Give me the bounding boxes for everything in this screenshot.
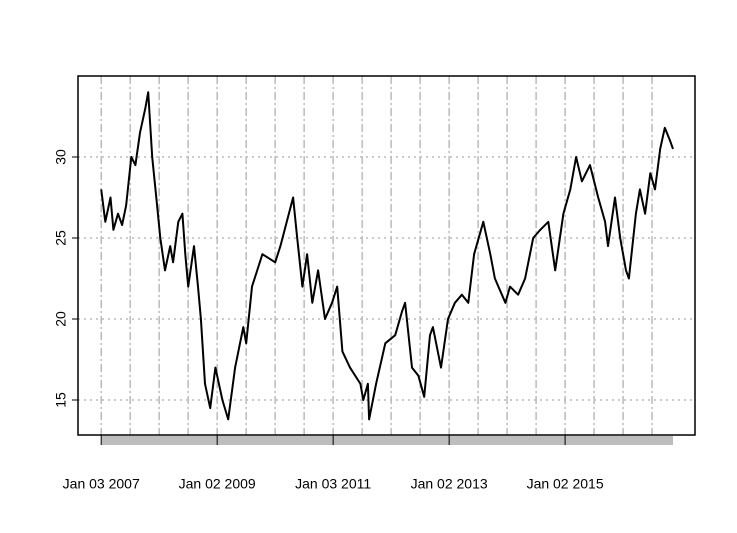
x-tick-label: Jan 02 2015 <box>527 476 604 492</box>
y-tick-label: 25 <box>53 230 69 246</box>
y-tick-label: 20 <box>53 311 69 327</box>
plot <box>100 91 674 421</box>
series-line <box>100 91 674 421</box>
grid <box>78 76 695 435</box>
x-tick-label: Jan 03 2007 <box>63 476 140 492</box>
x-tick-label: Jan 03 2011 <box>295 476 371 492</box>
tick-band <box>101 436 673 445</box>
y-tick-label: 30 <box>53 149 69 165</box>
x-tick-label: Jan 02 2009 <box>179 476 256 492</box>
plot-frame <box>77 75 696 436</box>
x-tick-label: Jan 02 2013 <box>411 476 488 492</box>
y-tick-label: 15 <box>53 392 69 408</box>
